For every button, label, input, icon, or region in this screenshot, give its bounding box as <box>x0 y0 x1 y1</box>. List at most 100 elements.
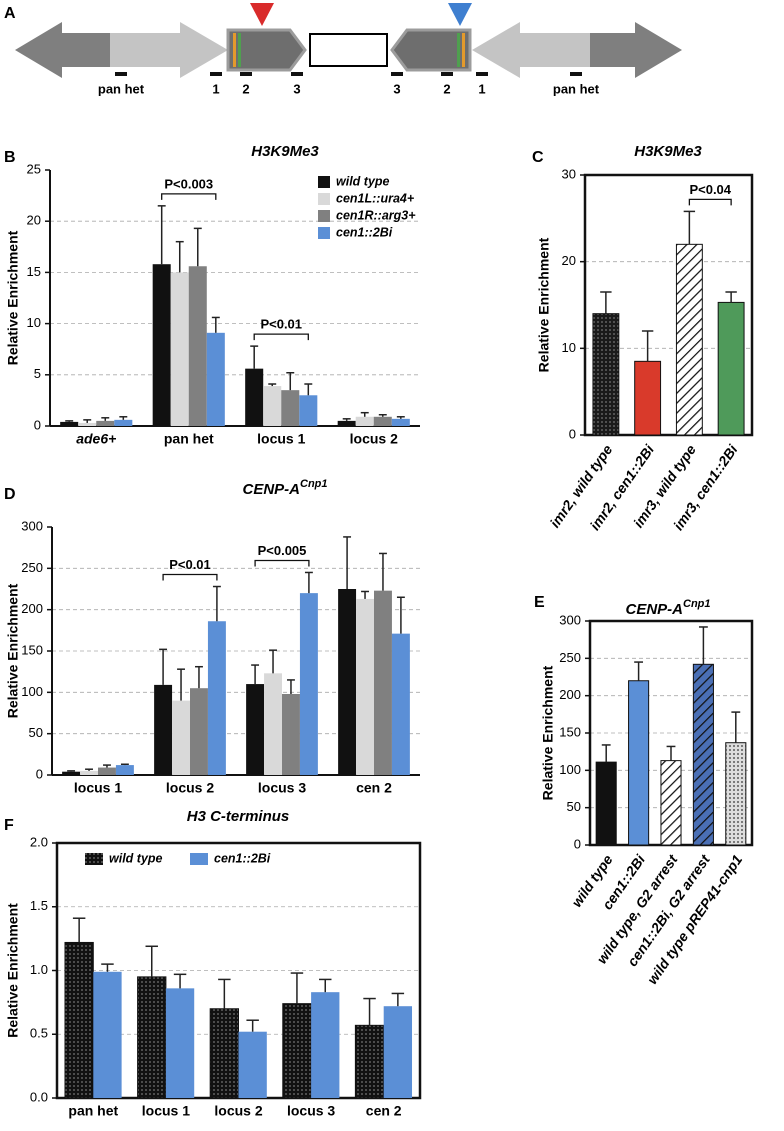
significance-label: P<0.04 <box>689 182 731 197</box>
region-marker <box>570 72 582 76</box>
significance-bracket <box>162 573 218 581</box>
region-label: pan het <box>98 81 145 96</box>
title-text: H3 C-terminus <box>187 808 290 825</box>
bar <box>165 988 195 1098</box>
title-text: H3K9Me3 <box>251 143 319 160</box>
diagram <box>15 3 682 78</box>
y-tick-label: 0 <box>36 766 43 781</box>
significance-bracket <box>253 333 309 341</box>
region-label: 2 <box>242 81 249 96</box>
bar <box>209 1008 240 1099</box>
bar <box>263 386 282 426</box>
y-tick-label: 100 <box>21 684 43 699</box>
bar <box>188 266 207 426</box>
bar <box>64 941 94 1099</box>
y-tick-label: 25 <box>27 161 41 176</box>
bar <box>207 621 226 775</box>
legend-label: cen1::2Bi <box>214 851 271 865</box>
legend-label: cen1R::arg3+ <box>336 208 416 222</box>
y-tick-label: 0.5 <box>30 1026 48 1041</box>
legend-swatch <box>190 853 208 865</box>
y-tick-label: 50 <box>567 799 581 814</box>
bar <box>299 593 318 775</box>
region-marker <box>210 72 222 76</box>
bar <box>391 633 410 775</box>
y-tick-label: 300 <box>559 612 581 627</box>
bar <box>660 760 682 846</box>
imr-right-orange <box>462 33 465 67</box>
blue-marker <box>448 3 472 26</box>
imr-right <box>390 28 472 72</box>
legend-label: cen1L::ura4+ <box>336 191 415 205</box>
y-tick-label: 15 <box>27 264 41 279</box>
bar <box>62 771 81 775</box>
y-tick-label: 50 <box>29 725 43 740</box>
y-tick-label: 250 <box>559 650 581 665</box>
bar <box>355 416 374 426</box>
bar <box>170 272 189 426</box>
bar <box>282 1003 312 1099</box>
bar <box>675 243 703 436</box>
y-tick-label: 0 <box>574 836 581 851</box>
imr-left-orange <box>233 33 236 67</box>
y-tick-label: 100 <box>559 762 581 777</box>
legend-swatch <box>318 176 330 188</box>
bar <box>595 761 617 846</box>
red-marker <box>250 3 274 26</box>
plot-frame <box>583 173 754 437</box>
bar <box>634 360 662 436</box>
y-tick-label: 250 <box>21 560 43 575</box>
significance-bracket <box>161 193 217 200</box>
arrow-left-dark <box>15 22 110 78</box>
y-tick-label: 1.5 <box>30 898 48 913</box>
imr-right-green <box>457 33 460 67</box>
y-tick-label: 150 <box>559 724 581 739</box>
x-tick-label: cen 2 <box>356 780 392 796</box>
panel-letter: B <box>4 149 16 166</box>
significance-label: P<0.01 <box>169 557 211 572</box>
legend-swatch <box>318 210 330 222</box>
x-tick-label: pan het <box>164 431 214 447</box>
y-axis-label: Relative Enrichment <box>540 665 556 800</box>
bar <box>245 368 264 426</box>
region-marker <box>476 72 488 76</box>
y-tick-label: 200 <box>21 601 43 616</box>
bar <box>337 420 356 426</box>
region-label: 1 <box>478 81 485 96</box>
region-label: 3 <box>393 81 400 96</box>
bar <box>98 767 116 775</box>
imr-left <box>226 28 307 72</box>
panel-letter: C <box>532 149 544 166</box>
bar <box>282 693 300 775</box>
bar <box>628 680 650 846</box>
legend-label: wild type <box>109 851 163 865</box>
chart-title: H3K9Me3 <box>634 143 702 160</box>
region-marker <box>115 72 127 76</box>
x-tick-label: locus 1 <box>257 431 305 447</box>
bar <box>338 589 357 775</box>
y-tick-label: 10 <box>562 340 576 355</box>
x-tick-label: pan het <box>68 1103 118 1119</box>
bar <box>96 420 115 426</box>
y-axis-label: Relative Enrichment <box>5 230 21 365</box>
bar <box>725 742 747 846</box>
y-axis-label: Relative Enrichment <box>536 237 552 372</box>
bar <box>374 590 392 775</box>
legend-swatch <box>318 227 330 239</box>
bar <box>391 418 410 426</box>
arrow-right-light <box>472 22 590 78</box>
chart-title: CENP-ACnp1 <box>242 478 327 498</box>
bar <box>246 684 265 775</box>
bar <box>154 684 173 775</box>
x-tick-label: ade6+ <box>76 431 116 447</box>
bar <box>717 301 745 436</box>
bar <box>238 1031 267 1098</box>
y-axis-label: Relative Enrichment <box>5 903 21 1038</box>
bar <box>356 598 374 775</box>
panel-letter: E <box>534 594 545 611</box>
bar <box>93 971 122 1098</box>
significance-bracket <box>688 198 732 206</box>
bar <box>190 688 208 775</box>
chart-title: CENP-ACnp1 <box>625 598 710 618</box>
